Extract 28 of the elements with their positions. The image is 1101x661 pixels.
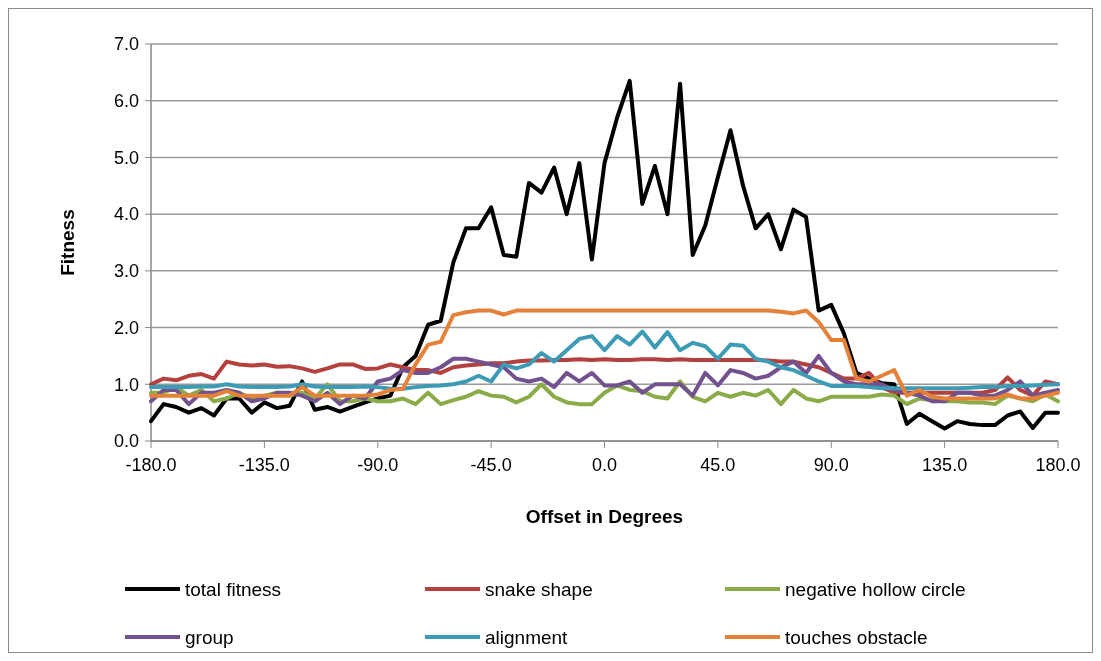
y-tick-label: 3.0: [113, 261, 139, 282]
line-series: [149, 329, 1060, 391]
legend-label: snake shape: [485, 578, 593, 600]
y-tick-label: 0.0: [113, 431, 139, 452]
y-axis-title: Fitness: [57, 209, 78, 276]
x-tick-label: -135.0: [238, 455, 290, 475]
legend-label: total fitness: [185, 578, 282, 600]
x-axis-title: Offset in Degrees: [525, 506, 684, 527]
x-tick-label: 135.0: [922, 455, 968, 475]
y-tick-label: 5.0: [113, 147, 139, 168]
y-tick-label: 7.0: [113, 34, 139, 55]
x-tick-label: 45.0: [700, 455, 736, 475]
x-tick-label: 90.0: [813, 455, 849, 475]
y-tick-label: 4.0: [113, 204, 139, 225]
legend-label: group: [185, 626, 234, 648]
y-tick-label: 1.0: [113, 374, 139, 395]
x-tick-label: -90.0: [357, 455, 399, 475]
legend-label: alignment: [485, 626, 569, 648]
y-tick-label: 2.0: [113, 317, 139, 338]
line-series: [149, 308, 1060, 401]
legend-label: negative hollow circle: [785, 578, 966, 600]
x-tick-label: -180.0: [125, 455, 177, 475]
y-tick-label: 6.0: [113, 91, 139, 112]
x-tick-label: 0.0: [591, 455, 618, 475]
x-tick-label: -45.0: [470, 455, 512, 475]
legend-label: touches obstacle: [785, 626, 928, 648]
x-tick-label: 180.0: [1035, 455, 1081, 475]
line-series: [149, 78, 1060, 431]
